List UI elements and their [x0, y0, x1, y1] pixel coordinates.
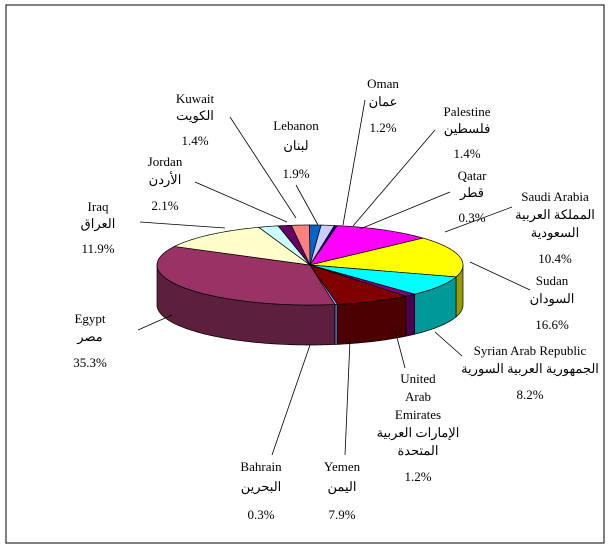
category-label: United Arab Emirates — [395, 371, 441, 422]
category-label-ar: اليمن — [328, 479, 357, 495]
category-label-ar-line: المتحدة — [397, 443, 438, 458]
category-label-line: Emirates — [395, 407, 441, 422]
slice-side — [334, 303, 338, 345]
value-label: 0.3% — [458, 210, 485, 225]
slice — [173, 226, 311, 266]
category-label-ar: فلسطين — [444, 121, 491, 137]
category-label-ar-line: السعودية — [531, 225, 580, 241]
slice — [309, 264, 408, 305]
category-label-ar: لبنان — [283, 138, 308, 153]
category-label-ar: الإمارات العربية المتحدة — [377, 425, 460, 458]
value-label: 10.4% — [538, 251, 572, 266]
value-label: 0.3% — [247, 507, 274, 522]
slice-side — [405, 293, 415, 337]
leader-line — [137, 314, 173, 331]
category-label: Oman — [367, 76, 399, 91]
category-label: Egypt — [74, 311, 105, 326]
category-label: Sudan — [536, 273, 569, 288]
value-label: 1.9% — [282, 166, 309, 181]
value-label: 1.4% — [453, 146, 480, 161]
leader-line — [469, 261, 531, 291]
category-label-ar: مصر — [76, 329, 102, 345]
category-label-line: United — [400, 371, 436, 386]
category-label: Palestine — [444, 104, 491, 119]
category-label-ar: عمان — [369, 94, 398, 109]
slice — [309, 225, 425, 266]
leader-line — [394, 329, 406, 369]
category-label: Bahrain — [240, 459, 282, 474]
leader-line — [271, 344, 311, 456]
slice — [156, 246, 336, 306]
category-label-ar-line: المملكة العربية — [515, 207, 595, 223]
category-label-ar: المملكة العربية السعودية — [515, 207, 595, 241]
leader-line — [359, 191, 451, 230]
value-label: 1.2% — [404, 469, 431, 484]
category-label-ar: قطر — [459, 185, 484, 201]
value-label: 35.3% — [73, 355, 107, 370]
category-label-ar: البحرين — [241, 479, 282, 495]
slice — [257, 225, 311, 266]
value-label: 2.1% — [151, 198, 178, 213]
category-label: Lebanon — [273, 118, 319, 133]
value-label: 11.9% — [81, 241, 114, 256]
category-label: Syrian Arab Republic — [474, 343, 587, 358]
category-label: Saudi Arabia — [521, 189, 589, 204]
category-label-ar: الجمهورية العربية السورية — [461, 361, 599, 377]
category-label-ar: العراق — [81, 216, 116, 232]
value-label: 1.4% — [181, 133, 208, 148]
slice — [309, 237, 464, 278]
category-label-line: Arab — [405, 389, 431, 404]
leader-line — [139, 221, 226, 229]
leader-line — [342, 99, 366, 226]
value-label: 8.2% — [516, 387, 543, 402]
category-label: Yemen — [324, 459, 361, 474]
leader-line — [295, 184, 319, 226]
leader-line — [444, 206, 513, 233]
value-label: 7.9% — [328, 507, 355, 522]
leader-line — [434, 331, 463, 357]
category-label: Iraq — [88, 199, 109, 214]
value-label: 16.6% — [535, 317, 569, 332]
slice — [277, 224, 311, 266]
category-label-ar-line: الإمارات العربية — [377, 425, 460, 441]
slice — [290, 224, 311, 266]
leader-line — [229, 116, 297, 219]
category-label-ar: الأردن — [149, 171, 182, 188]
category-label: Jordan — [148, 154, 183, 169]
category-label: Qatar — [458, 168, 488, 183]
category-label-ar: السودان — [530, 291, 575, 307]
slice — [309, 264, 457, 295]
leader-line — [194, 181, 288, 223]
category-label-ar: الكويت — [176, 108, 214, 124]
leader-line — [352, 129, 436, 227]
category-label: Kuwait — [176, 91, 215, 106]
leader-line — [344, 339, 351, 456]
value-label: 1.2% — [369, 120, 396, 135]
